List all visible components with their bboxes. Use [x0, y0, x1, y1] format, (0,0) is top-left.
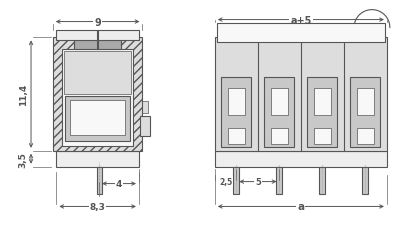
Bar	[62, 50, 134, 146]
Bar	[53, 38, 142, 151]
Bar	[74, 33, 121, 50]
Bar	[64, 52, 132, 94]
Bar	[65, 96, 130, 141]
Text: a+5: a+5	[290, 16, 312, 25]
Bar	[221, 77, 252, 147]
Bar	[314, 129, 331, 144]
Bar	[228, 89, 245, 116]
Text: 3,5: 3,5	[18, 151, 28, 167]
Bar	[215, 38, 387, 151]
Text: 4: 4	[116, 179, 122, 188]
Bar	[357, 89, 374, 116]
Bar	[276, 167, 282, 194]
Bar	[217, 23, 385, 43]
Bar	[357, 129, 374, 144]
Text: 2,5: 2,5	[219, 177, 232, 186]
Bar	[70, 100, 126, 135]
Bar	[228, 129, 245, 144]
Bar	[350, 77, 380, 147]
Bar	[97, 167, 102, 194]
Bar	[215, 151, 387, 167]
Text: 8,3: 8,3	[90, 202, 106, 211]
Bar	[307, 77, 338, 147]
Bar	[319, 167, 325, 194]
Bar	[56, 30, 139, 41]
Bar	[264, 77, 294, 147]
Text: 9: 9	[94, 17, 101, 27]
Bar	[140, 117, 150, 136]
Text: 11,4: 11,4	[18, 84, 28, 106]
Bar	[56, 151, 139, 167]
Bar	[234, 167, 239, 194]
Text: a: a	[297, 202, 304, 212]
Bar	[314, 89, 331, 116]
Bar	[271, 89, 288, 116]
Bar	[362, 167, 368, 194]
Text: 5: 5	[255, 177, 261, 186]
Bar	[271, 129, 288, 144]
Bar	[140, 102, 148, 114]
